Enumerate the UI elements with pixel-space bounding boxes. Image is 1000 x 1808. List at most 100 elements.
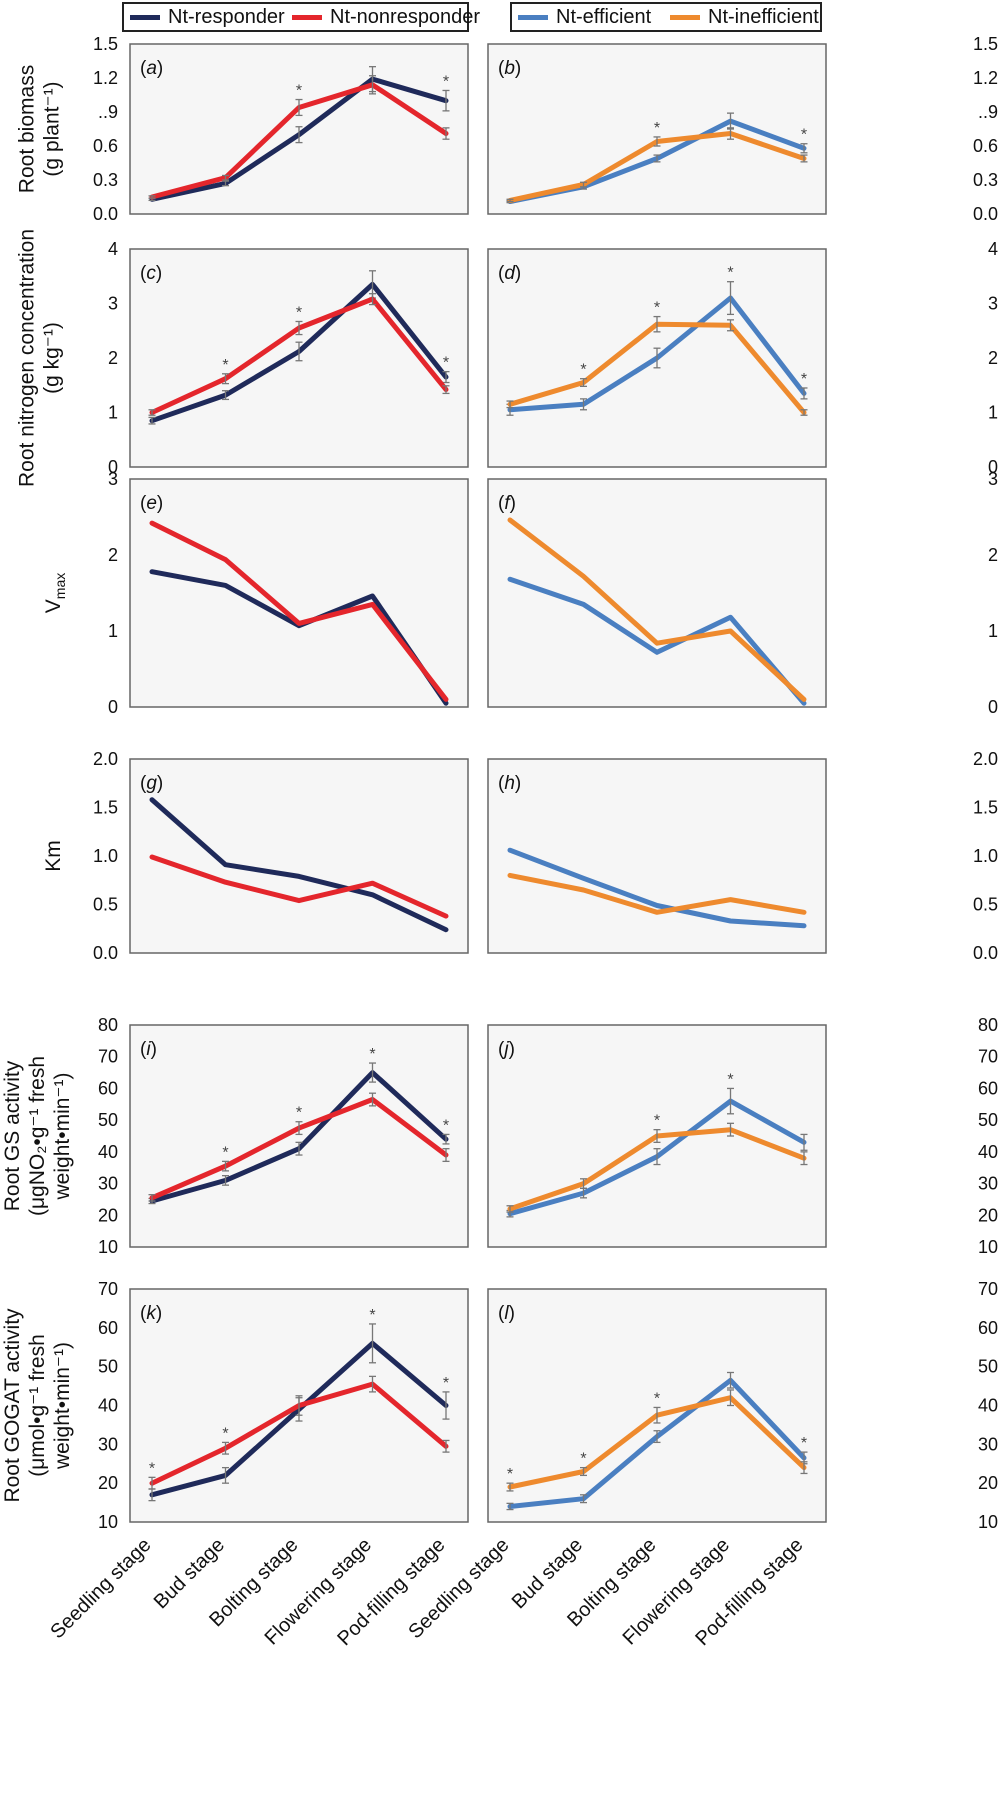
y-tick-label: 0.0: [973, 943, 998, 963]
significance-star: *: [507, 1466, 513, 1483]
legend-swatch-nt-inefficient: [670, 15, 700, 20]
panel-letter: d: [504, 263, 516, 284]
panel-label: (c): [140, 263, 162, 284]
significance-star: *: [654, 1113, 660, 1130]
panel-letter: f: [504, 493, 511, 514]
legend-label-nt-inefficient: Nt-inefficient: [708, 6, 819, 28]
panel-f: 0 1 2 3 (f): [487, 469, 998, 717]
y-tick-label: 1.5: [973, 798, 998, 818]
panel-a: 0.0 0.3 0.6 ..9 1.2 1.5 (a) * * Root biomass(g pl…: [16, 34, 469, 224]
series-line-nt-inefficient: [507, 517, 807, 702]
significance-star: *: [222, 357, 228, 374]
y-tick-label: 1: [988, 403, 998, 423]
panel-label: (e): [140, 493, 163, 514]
y-tick-label: 0: [988, 457, 998, 477]
y-axis-label: Root GOGAT activity(μmol•g⁻¹ freshweight…: [1, 1308, 74, 1503]
panel-label: (k): [140, 1303, 162, 1324]
y-tick-label: 50: [978, 1110, 998, 1130]
plot-area: [487, 43, 827, 215]
y-axis-label-line: weight•min⁻¹): [51, 1342, 74, 1470]
panel-label: (b): [498, 58, 521, 79]
y-tick-label: 70: [98, 1279, 118, 1299]
y-tick-label: 4: [988, 239, 998, 259]
y-tick-label: 10: [98, 1512, 118, 1532]
series-line-nt-efficient: [507, 576, 807, 706]
y-tick-label: 30: [978, 1174, 998, 1194]
plot-area: [129, 758, 469, 954]
y-tick-label: 1: [108, 621, 118, 641]
y-tick-label: ..9: [978, 102, 998, 122]
y-tick-label: 30: [98, 1434, 118, 1454]
plot-area: [129, 478, 469, 708]
y-tick-label: 1.0: [973, 846, 998, 866]
y-axis-label-line: (μgNO₂•g⁻¹ fresh: [26, 1056, 49, 1216]
panel-label: (g): [140, 773, 163, 794]
significance-star: *: [296, 1105, 302, 1122]
legend-swatch-nt-efficient: [518, 15, 548, 20]
y-tick-label: 0: [108, 457, 118, 477]
y-tick-label: 0.3: [973, 170, 998, 190]
significance-star: *: [654, 120, 660, 137]
panel-j: 10 20 30 40 50 60 70 80 (j) * *: [487, 1015, 998, 1257]
series-line-nt-inefficient: [507, 872, 807, 915]
significance-star: *: [443, 1117, 449, 1134]
panel-letter: k: [146, 1303, 157, 1324]
x-category-label: Bud stage: [150, 1534, 229, 1613]
y-tick-label: 80: [98, 1015, 118, 1035]
series-line-nt-responder: [149, 797, 449, 933]
y-tick-label: 60: [978, 1078, 998, 1098]
y-tick-label: 1: [108, 403, 118, 423]
significance-star: *: [727, 1071, 733, 1088]
y-tick-label: 40: [978, 1396, 998, 1416]
y-tick-label: 2.0: [93, 749, 118, 769]
y-tick-label: 2.0: [973, 749, 998, 769]
y-tick-label: 1.0: [93, 846, 118, 866]
panel-label: (d): [498, 263, 521, 284]
y-axis-label: Vmax: [42, 573, 68, 613]
legend-label-nt-efficient: Nt-efficient: [556, 6, 652, 28]
significance-star: *: [369, 1046, 375, 1063]
series-line-nt-nonresponder: [149, 854, 449, 919]
panel-label: (h): [498, 773, 521, 794]
y-tick-label: 3: [988, 294, 998, 314]
significance-star: *: [296, 304, 302, 321]
significance-star: *: [296, 83, 302, 100]
y-tick-label: 0.0: [93, 204, 118, 224]
y-tick-label: 0: [108, 697, 118, 717]
panel-letter: i: [146, 1039, 151, 1060]
legend-swatch-nt-nonresponder: [292, 15, 322, 20]
y-tick-label: 70: [978, 1047, 998, 1067]
panel-letter: b: [504, 58, 515, 79]
y-tick-label: 3: [988, 469, 998, 489]
y-tick-label: 20: [978, 1205, 998, 1225]
significance-star: *: [801, 1435, 807, 1452]
y-tick-label: 60: [98, 1318, 118, 1338]
panel-c: 0 1 2 3 4 (c) * * * Root nitrogen concentration(g…: [16, 229, 469, 487]
y-axis-label: Root biomass(g plant⁻¹): [16, 65, 64, 193]
y-tick-label: 40: [98, 1396, 118, 1416]
y-tick-label: 10: [978, 1512, 998, 1532]
y-tick-label: 10: [978, 1237, 998, 1257]
significance-star: *: [369, 1307, 375, 1324]
significance-star: *: [801, 371, 807, 388]
legend-left: Nt-responder Nt-nonresponder: [122, 2, 480, 32]
y-tick-label: 60: [978, 1318, 998, 1338]
y-axis-label-line: Root GS activity: [1, 1060, 24, 1211]
y-tick-label: 80: [978, 1015, 998, 1035]
y-tick-label: 3: [108, 294, 118, 314]
y-axis-label: Km: [42, 840, 65, 872]
legend-swatch-nt-responder: [130, 15, 160, 20]
y-tick-label: 1: [988, 621, 998, 641]
y-tick-label: 60: [98, 1078, 118, 1098]
legend-label-nt-nonresponder: Nt-nonresponder: [330, 6, 481, 28]
y-tick-label: 3: [108, 469, 118, 489]
y-axis-label: Root nitrogen concentration(g kg⁻¹): [16, 229, 64, 487]
y-tick-label: 1.5: [93, 34, 118, 54]
panel-d: 0 1 2 3 4 (d) * * * *: [487, 239, 998, 477]
y-tick-label: 2: [988, 348, 998, 368]
y-tick-label: 70: [98, 1047, 118, 1067]
y-tick-label: 0.5: [93, 895, 118, 915]
y-axis-label-line: weight•min⁻¹): [51, 1073, 74, 1201]
y-tick-label: 4: [108, 239, 118, 259]
y-tick-label: 2: [108, 545, 118, 565]
